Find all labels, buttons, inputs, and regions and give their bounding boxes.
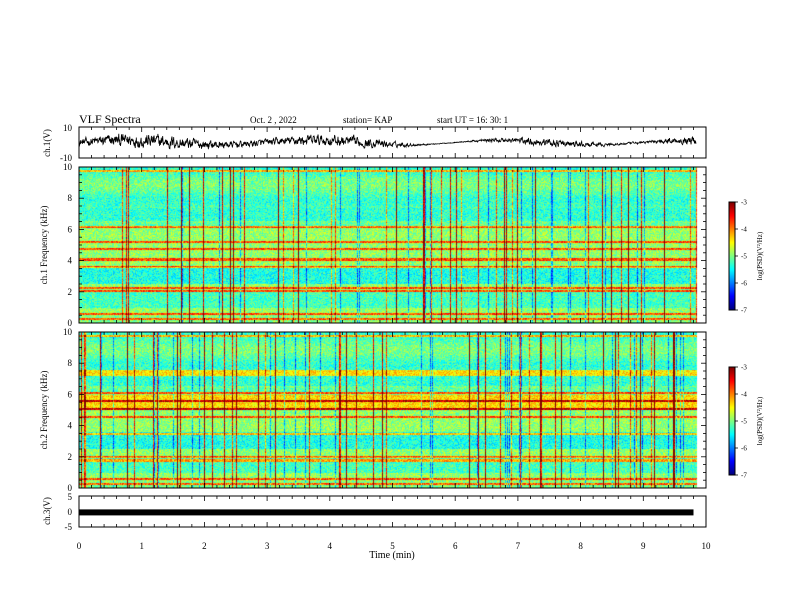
y-tick-label: 10 [63, 162, 73, 172]
colorbar-tick-label: -6 [741, 445, 747, 453]
y-tick-label: 2 [68, 452, 73, 462]
ch1-ytick-top: 10 [63, 123, 73, 133]
colorbar-tick-label: -7 [741, 472, 747, 480]
colorbar-2: -3 -4 -5 -6 -7 log(PSD)(V²/Hz) [728, 364, 764, 480]
y-tick-label: 4 [68, 421, 73, 431]
ch1-waveform-line [78, 133, 697, 150]
colorbar-tick-label: -6 [741, 280, 747, 288]
colorbar-2-gradient [729, 367, 735, 475]
x-tick-label: 6 [453, 541, 458, 551]
colorbar-1: -3 -4 -5 -6 -7 log(PSD)(V²/Hz) [728, 199, 764, 315]
ch1-waveform-ylabel: ch.1(V) [42, 129, 52, 157]
ch2-spectrogram-panel: 0 2 4 6 8 10 ch.2 Frequency (kHz) [39, 327, 707, 493]
colorbar-2-label: log(PSD)(V²/Hz) [756, 396, 764, 445]
ch2-spectrogram-ylabel: ch.2 Frequency (kHz) [39, 371, 49, 450]
ch1-spectrogram-panel: 0 2 4 6 8 10 ch.1 Frequency (kHz) [39, 162, 707, 328]
x-tick-label: 5 [390, 541, 395, 551]
y-tick-label: 2 [68, 287, 73, 297]
y-tick-label: 6 [68, 224, 73, 234]
y-tick-label: 0 [68, 318, 73, 328]
x-tick-label: 0 [77, 541, 82, 551]
x-tick-label: 8 [578, 541, 583, 551]
colorbar-tick-label: -7 [741, 307, 747, 315]
x-tick-label: 1 [139, 541, 144, 551]
start-time-label: start UT = 16: 30: 1 [437, 115, 508, 125]
ch1-spectrogram-heatmap [79, 167, 706, 323]
ch3-signal-line [79, 509, 694, 516]
ch3-ytick-bottom: -5 [65, 522, 73, 532]
date-label: Oct. 2 , 2022 [250, 115, 297, 125]
ch3-ylabel: ch.3(V) [42, 497, 52, 525]
y-tick-label: 6 [68, 389, 73, 399]
colorbar-1-label: log(PSD)(V²/Hz) [756, 231, 764, 280]
y-tick-label: 8 [68, 358, 73, 368]
y-tick-label: 0 [68, 483, 73, 493]
x-tick-label: 10 [702, 541, 712, 551]
station-label: station= KAP [343, 115, 392, 125]
x-tick-label: 4 [328, 541, 333, 551]
colorbar-tick-label: -5 [741, 418, 747, 426]
ch3-ytick-mid: 0 [68, 507, 73, 517]
x-tick-label: 9 [641, 541, 646, 551]
x-tick-label: 3 [265, 541, 270, 551]
ch3-panel: 5 0 -5 ch.3(V) 0 1 2 3 4 5 6 7 8 9 10 Time (min) [42, 492, 711, 561]
time-axis-label: Time (min) [369, 550, 414, 561]
colorbar-tick-label: -4 [741, 226, 747, 234]
colorbar-tick-label: -3 [741, 199, 747, 207]
figure-title: VLF Spectra [79, 112, 141, 126]
y-tick-label: 10 [63, 327, 73, 337]
colorbar-tick-label: -5 [741, 253, 747, 261]
y-tick-label: 8 [68, 193, 73, 203]
colorbar-1-gradient [729, 202, 735, 310]
ch1-spectrogram-ylabel: ch.1 Frequency (kHz) [39, 206, 49, 285]
x-tick-label: 7 [516, 541, 521, 551]
ch1-ytick-bottom: -10 [60, 153, 72, 163]
ch3-ytick-top: 5 [68, 492, 73, 502]
colorbar-tick-label: -4 [741, 391, 747, 399]
ch2-spectrogram-heatmap [79, 332, 706, 488]
x-tick-label: 2 [202, 541, 207, 551]
colorbar-tick-label: -3 [741, 364, 747, 372]
y-tick-label: 4 [68, 256, 73, 266]
